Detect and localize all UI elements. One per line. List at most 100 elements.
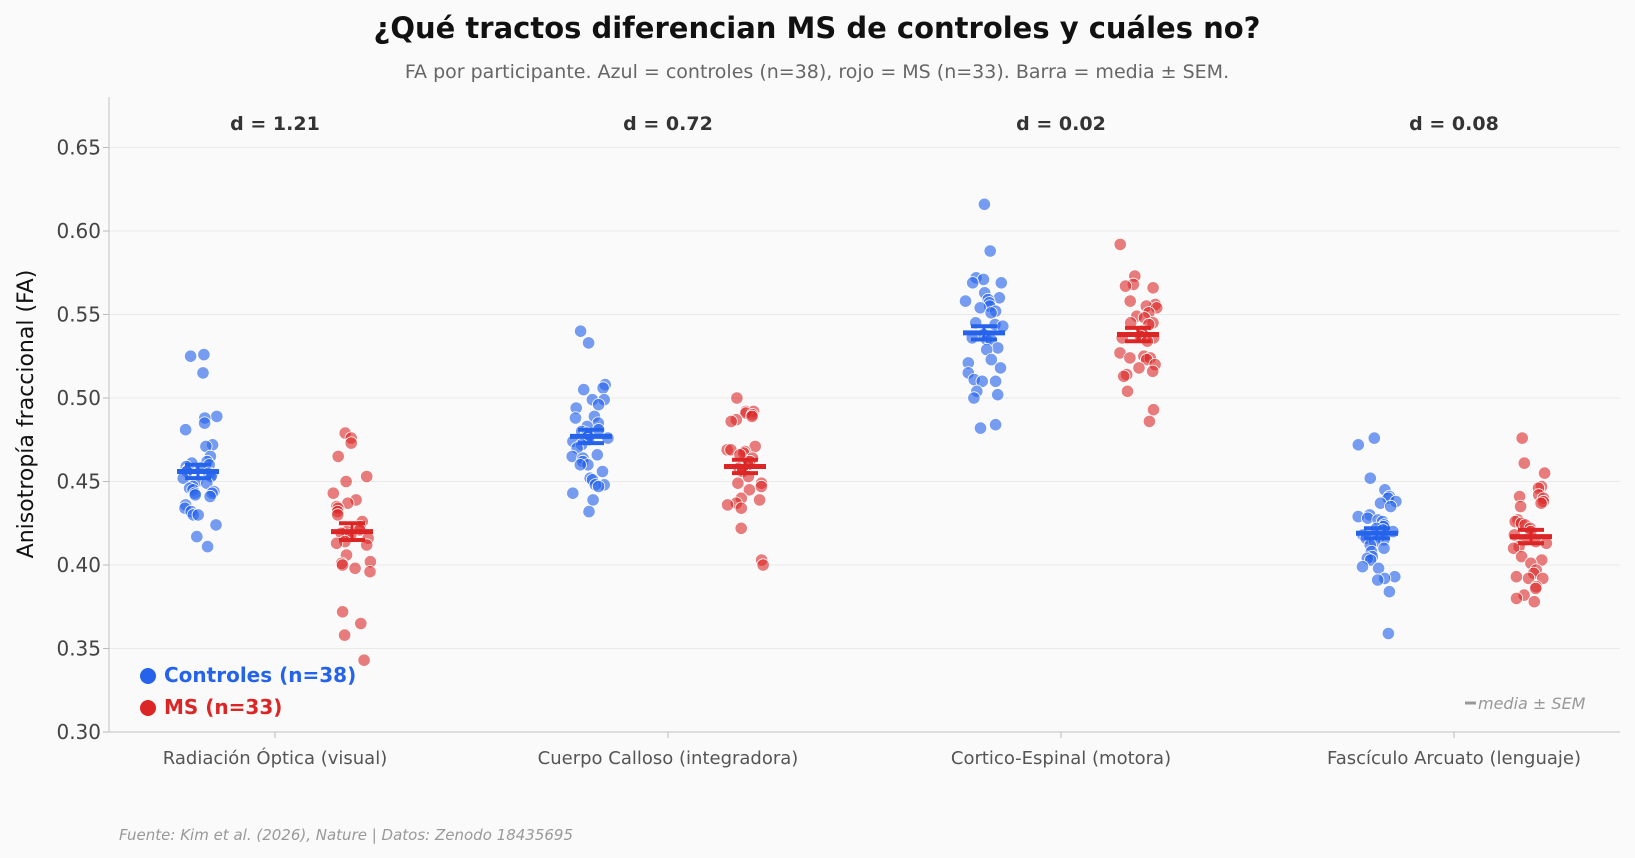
point-ms: [335, 605, 350, 619]
point-controles: [190, 529, 204, 544]
point-ms: [1118, 279, 1133, 293]
mean-sem-bars: [177, 324, 1552, 546]
y-ticks: 0.30 0.35 0.40 0.45 0.50 0.55 0.60 0.65: [56, 136, 109, 744]
chart-subtitle: FA por participante. Azul = controles (n…: [405, 61, 1229, 83]
sem-note-text: media ± SEM: [1478, 694, 1586, 713]
point-ms: [1117, 369, 1131, 383]
y-tick-label: 0.35: [56, 637, 101, 661]
point-ms: [1123, 294, 1137, 308]
point-controles: [984, 306, 998, 320]
data-points: [176, 197, 1554, 667]
effect-size-labels: d = 1.21 d = 0.72 d = 0.02 d = 0.08: [230, 113, 1499, 135]
point-controles: [1363, 471, 1377, 485]
x-tick-label: Cuerpo Calloso (integradora): [538, 748, 799, 769]
point-ms: [1146, 403, 1161, 417]
point-controles: [958, 294, 973, 308]
point-ms: [745, 409, 759, 423]
point-controles: [209, 518, 223, 532]
point-controles: [197, 347, 211, 362]
point-ms: [337, 628, 352, 642]
y-tick-label: 0.40: [56, 553, 101, 577]
point-ms: [734, 501, 748, 515]
point-controles: [966, 276, 980, 290]
point-controles: [573, 458, 587, 472]
point-ms: [1120, 384, 1135, 398]
point-controles: [198, 416, 212, 430]
point-controles: [994, 276, 1008, 290]
point-ms: [1515, 549, 1529, 564]
point-ms: [1534, 496, 1548, 510]
point-ms: [1522, 571, 1536, 586]
point-controles: [573, 324, 588, 338]
point-ms: [360, 469, 374, 484]
point-controles: [967, 391, 981, 405]
point-ms: [331, 508, 345, 522]
point-controles: [188, 488, 202, 502]
point-controles: [582, 504, 596, 519]
point-controles: [991, 341, 1005, 355]
point-ms: [331, 449, 345, 463]
point-controles: [201, 539, 215, 554]
point-controles: [210, 409, 224, 423]
grid: [109, 147, 1620, 649]
point-controles: [1367, 431, 1381, 445]
legend-label-ms: MS (n=33): [164, 695, 282, 719]
point-controles: [184, 349, 198, 363]
x-ticks: Radiación Óptica (visual) Cuerpo Calloso …: [163, 732, 1581, 769]
point-ms: [348, 561, 362, 575]
y-tick-label: 0.65: [56, 136, 101, 160]
point-controles: [993, 361, 1008, 375]
point-controles: [566, 486, 580, 500]
point-controles: [1377, 541, 1391, 555]
point-ms: [1527, 595, 1541, 609]
point-ms: [720, 498, 735, 512]
point-controles: [586, 493, 600, 507]
y-axis-label: Anisotropía fraccional (FA): [14, 270, 39, 559]
point-controles: [983, 244, 997, 258]
legend: Controles (n=38) MS (n=33): [140, 663, 356, 719]
point-ms: [1142, 414, 1157, 428]
point-controles: [973, 421, 988, 435]
point-controles: [568, 411, 583, 425]
point-ms: [326, 486, 340, 500]
y-tick-label: 0.30: [56, 720, 101, 744]
sem-note: media ± SEM: [1465, 694, 1586, 713]
point-ms: [1529, 581, 1543, 596]
point-controles: [191, 508, 205, 522]
point-controles: [596, 381, 610, 395]
point-ms: [734, 521, 748, 535]
point-ms: [756, 558, 770, 572]
y-tick-label: 0.45: [56, 470, 101, 494]
chart-title: ¿Qué tractos diferencian MS de controles…: [374, 11, 1261, 45]
legend-marker-ms: [140, 700, 156, 716]
point-controles: [581, 336, 596, 350]
effect-size-label: d = 0.08: [1409, 113, 1499, 135]
point-controles: [595, 464, 610, 479]
source-note: Fuente: Kim et al. (2026), Nature | Dato…: [119, 826, 573, 844]
point-ms: [1123, 351, 1137, 365]
x-tick-label: Fascículo Arcuato (lenguaje): [1327, 748, 1581, 769]
point-controles: [984, 352, 998, 367]
point-controles: [203, 489, 217, 504]
point-controles: [988, 374, 1003, 388]
point-controles: [196, 366, 210, 380]
point-ms: [1515, 431, 1529, 445]
point-controles: [1371, 573, 1385, 587]
point-ms: [752, 493, 767, 507]
point-ms: [1509, 570, 1524, 584]
effect-size-label: d = 0.72: [623, 113, 713, 135]
point-controles: [975, 374, 989, 388]
point-controles: [577, 382, 591, 397]
point-ms: [354, 616, 368, 631]
point-ms: [742, 483, 757, 497]
point-controles: [1355, 560, 1370, 574]
point-ms: [1132, 361, 1146, 375]
point-controles: [988, 418, 1003, 432]
point-ms: [1146, 364, 1160, 378]
point-ms: [357, 653, 371, 667]
point-controles: [973, 301, 987, 315]
point-ms: [724, 414, 738, 428]
legend-label-controles: Controles (n=38): [164, 663, 356, 687]
point-ms: [1517, 456, 1531, 470]
